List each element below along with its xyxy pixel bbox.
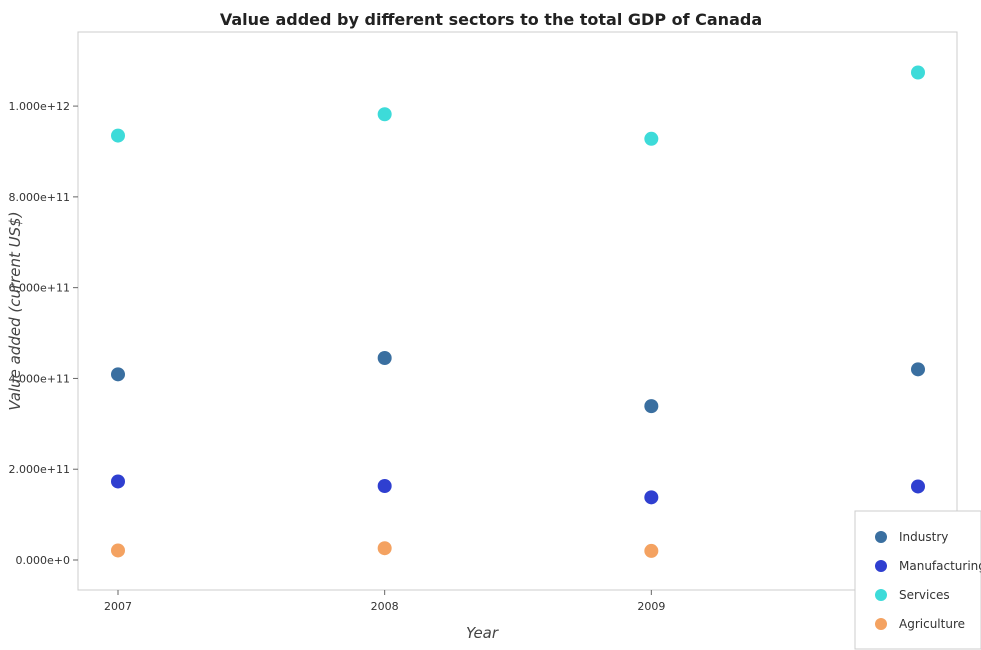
legend-marker-agriculture: [875, 618, 887, 630]
point-manufacturing: [377, 479, 392, 494]
point-services: [911, 65, 925, 80]
y-tick-label: 2.000e+11: [9, 463, 70, 476]
legend-marker-services: [875, 589, 887, 601]
point-industry: [111, 367, 125, 382]
point-agriculture: [111, 543, 125, 558]
chart-title: Value added by different sectors to the …: [220, 10, 762, 29]
legend-label-industry: Industry: [899, 530, 948, 544]
y-tick-label: 0.000e+0: [16, 554, 70, 567]
legend-label-services: Services: [899, 588, 950, 602]
point-industry: [377, 351, 392, 366]
y-tick-label: 6.000e+11: [9, 282, 70, 295]
point-manufacturing: [911, 479, 925, 494]
legend-label-agriculture: Agriculture: [899, 617, 965, 631]
y-tick-label: 1.000e+12: [9, 100, 70, 113]
point-industry: [644, 399, 659, 414]
legend: Industry Manufacturing Services Agriculture: [854, 510, 981, 650]
x-tick-label: 2007: [104, 600, 132, 613]
point-agriculture: [377, 541, 392, 556]
x-axis-ticks: 2007200820092010: [104, 590, 932, 613]
plot-area: [77, 31, 958, 591]
x-tick-label: 2009: [637, 600, 665, 613]
legend-marker-industry: [875, 531, 887, 543]
y-tick-label: 4.000e+11: [9, 372, 70, 385]
point-manufacturing: [644, 490, 659, 505]
x-tick-label: 2008: [371, 600, 399, 613]
legend-label-manufacturing: Manufacturing: [899, 559, 981, 573]
y-axis-ticks: 0.000e+0 2.000e+11 4.000e+11 6.000e+11 8.000…: [9, 100, 78, 567]
legend-marker-manufacturing: [875, 560, 887, 572]
point-services: [377, 107, 392, 122]
point-services: [111, 128, 125, 143]
y-axis-title: Value added (current US$): [6, 211, 24, 410]
point-industry: [911, 362, 925, 377]
point-agriculture: [644, 543, 659, 558]
x-axis-title: Year: [466, 624, 499, 642]
point-manufacturing: [111, 474, 125, 489]
y-tick-label: 8.000e+11: [9, 191, 70, 204]
point-services: [644, 131, 659, 146]
